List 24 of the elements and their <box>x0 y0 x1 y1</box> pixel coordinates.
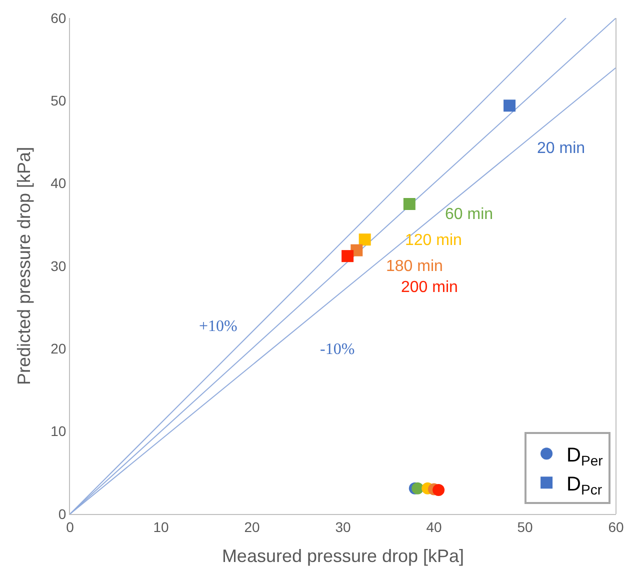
annotation: 120 min <box>405 232 462 249</box>
y-tick-label: 20 <box>50 340 66 357</box>
x-tick-label: 20 <box>244 518 260 535</box>
x-tick-label: 10 <box>153 518 169 535</box>
annotation: +10% <box>199 318 238 335</box>
annotation: -10% <box>320 341 355 358</box>
y-tick-label: 0 <box>58 506 66 522</box>
y-tick-label: 50 <box>50 92 66 109</box>
annotation: 20 min <box>537 140 586 157</box>
y-tick-label: 40 <box>50 175 66 192</box>
legend-label: D$_{Pcr}$ <box>566 473 602 498</box>
annotation: 60 min <box>445 206 494 223</box>
y-tick-label: 10 <box>50 423 66 440</box>
x-axis-title: Measured pressure drop [kPa] <box>222 546 464 566</box>
legend-label: D$_{Per}$ <box>566 444 604 469</box>
x-tick-label: 30 <box>335 518 351 535</box>
x-tick-label: 60 <box>608 518 624 535</box>
y-tick-label: 60 <box>50 10 66 26</box>
x-tick-label: 40 <box>426 518 442 535</box>
annotation: 200 min <box>401 279 458 296</box>
y-axis-title: Predicted pressure drop [kPa] <box>14 146 34 386</box>
x-tick-label: 50 <box>517 518 533 535</box>
annotation: 180 min <box>386 258 443 275</box>
y-tick-label: 30 <box>50 258 66 274</box>
